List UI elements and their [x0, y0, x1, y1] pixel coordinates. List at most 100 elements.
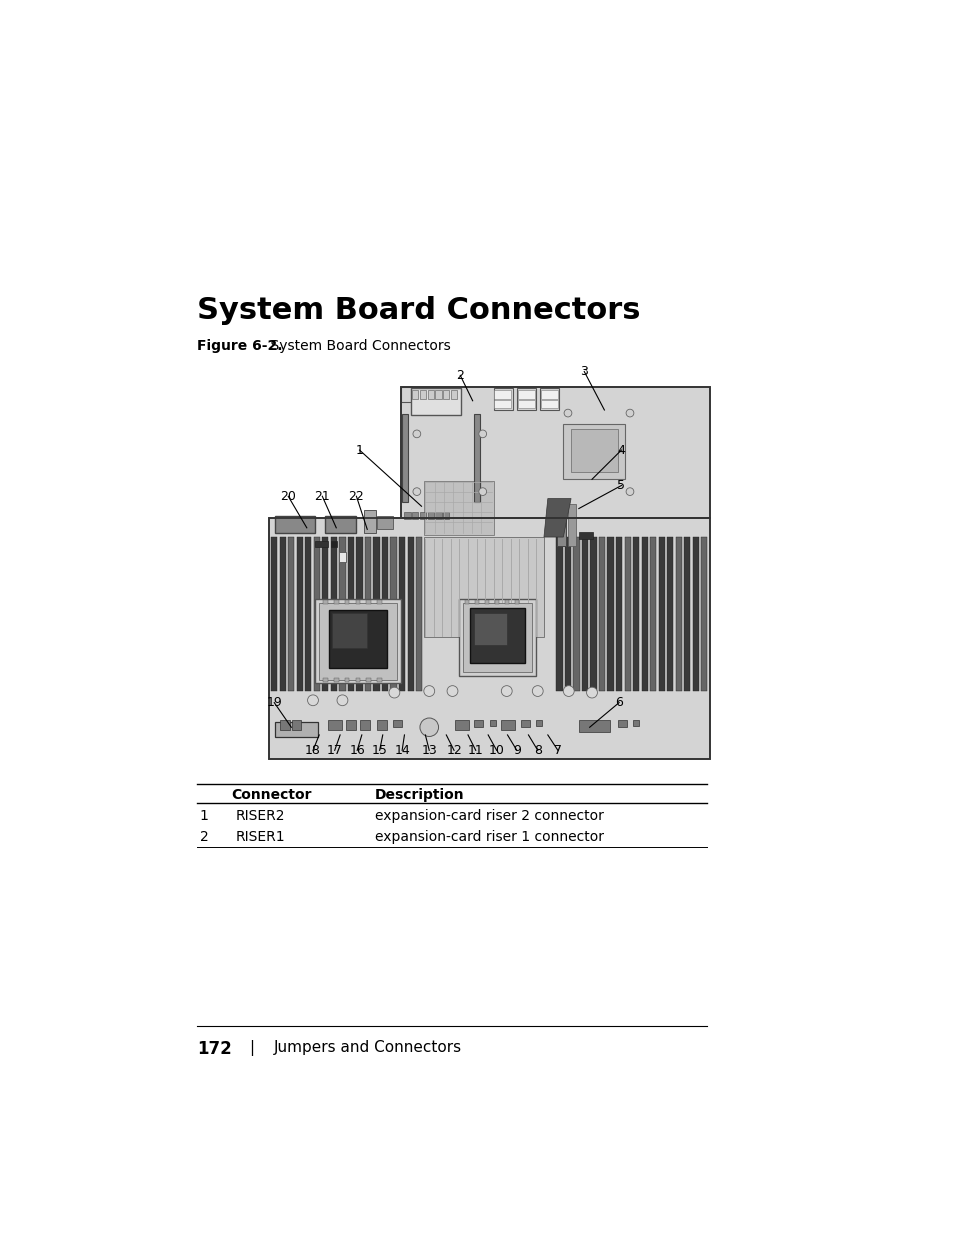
Bar [377, 720, 386, 730]
Bar [412, 511, 418, 520]
Bar [649, 537, 656, 692]
Point [437, 475, 449, 490]
Bar [338, 552, 346, 562]
Bar [319, 603, 396, 679]
Bar [328, 720, 342, 730]
Text: System Board Connectors: System Board Connectors [196, 296, 639, 325]
Text: 17: 17 [327, 743, 342, 757]
Bar [464, 600, 468, 604]
Bar [410, 389, 460, 415]
Circle shape [500, 685, 512, 697]
Bar [393, 720, 402, 727]
Bar [567, 504, 575, 546]
Circle shape [532, 685, 542, 697]
Text: System Board Connectors: System Board Connectors [253, 340, 450, 353]
Bar [633, 720, 639, 726]
Bar [355, 600, 360, 604]
Bar [274, 516, 315, 534]
Point [530, 531, 541, 546]
Point [486, 485, 497, 500]
Text: 21: 21 [314, 490, 330, 503]
Text: Connector: Connector [232, 788, 312, 802]
Bar [474, 414, 480, 503]
Bar [539, 389, 558, 410]
Text: 172: 172 [196, 1040, 232, 1058]
Bar [443, 390, 449, 399]
Circle shape [562, 685, 574, 697]
Point [471, 531, 482, 546]
Point [486, 475, 497, 490]
Point [487, 531, 498, 546]
Point [466, 475, 477, 490]
Point [496, 531, 507, 546]
Bar [443, 511, 449, 520]
Point [419, 531, 431, 546]
Bar [355, 678, 360, 682]
Bar [581, 537, 587, 692]
Bar [427, 390, 434, 399]
Point [504, 531, 516, 546]
Text: 14: 14 [394, 743, 410, 757]
Text: Description: Description [375, 788, 464, 802]
Bar [520, 720, 530, 727]
Text: 6: 6 [615, 697, 622, 709]
Bar [344, 678, 349, 682]
Bar [373, 537, 379, 692]
Bar [540, 400, 558, 408]
Point [428, 629, 439, 643]
Text: 22: 22 [348, 490, 364, 503]
Bar [346, 720, 355, 730]
Bar [423, 480, 493, 535]
Circle shape [413, 430, 420, 437]
Bar [475, 600, 478, 604]
Bar [564, 537, 571, 692]
Bar [578, 720, 609, 732]
Text: 7: 7 [554, 743, 561, 757]
Bar [556, 537, 562, 692]
Bar [495, 600, 498, 604]
Circle shape [563, 409, 571, 417]
Text: 4: 4 [617, 443, 625, 457]
Text: 2: 2 [456, 369, 464, 382]
Bar [315, 541, 328, 547]
Text: 5: 5 [617, 479, 625, 492]
Point [419, 495, 431, 510]
Bar [419, 390, 426, 399]
Bar [314, 537, 319, 692]
Point [419, 485, 431, 500]
Text: expansion-card riser 1 connector: expansion-card riser 1 connector [375, 830, 603, 845]
Bar [683, 537, 690, 692]
Bar [315, 599, 400, 683]
Point [454, 629, 465, 643]
Point [471, 629, 482, 643]
Bar [332, 614, 367, 648]
Circle shape [413, 488, 420, 495]
Bar [323, 678, 328, 682]
Text: 20: 20 [280, 490, 295, 503]
Text: 15: 15 [372, 743, 387, 757]
Bar [365, 537, 371, 692]
Bar [331, 541, 336, 547]
Point [513, 531, 524, 546]
Point [419, 526, 431, 541]
Text: 16: 16 [349, 743, 365, 757]
Bar [269, 517, 709, 758]
Bar [419, 511, 426, 520]
Bar [540, 390, 558, 399]
Bar [500, 720, 515, 730]
Bar [292, 720, 301, 730]
Bar [455, 720, 468, 730]
Bar [356, 537, 362, 692]
Bar [296, 537, 303, 692]
Bar [435, 390, 441, 399]
Point [462, 531, 474, 546]
Bar [489, 720, 496, 726]
Point [445, 531, 456, 546]
Point [486, 495, 497, 510]
Bar [344, 600, 349, 604]
Bar [377, 516, 393, 529]
Bar [334, 678, 338, 682]
Point [419, 629, 431, 643]
Circle shape [336, 695, 348, 705]
Point [454, 531, 465, 546]
